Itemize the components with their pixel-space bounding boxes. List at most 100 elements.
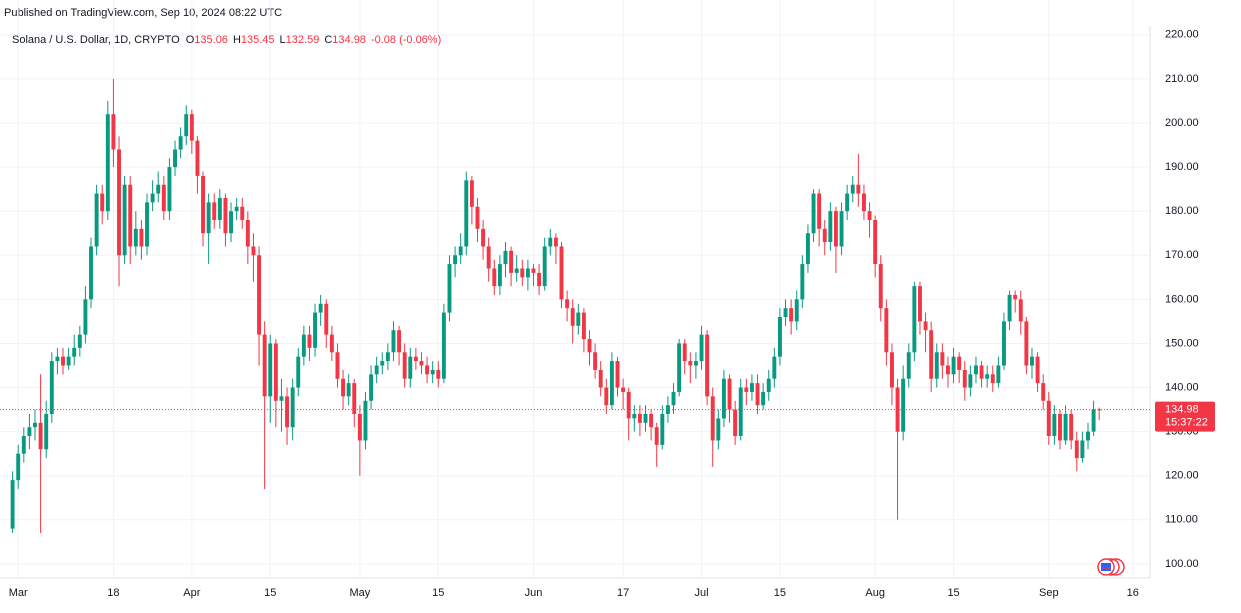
x-tick-label: 15 [947, 587, 959, 599]
candle-body [1074, 440, 1079, 459]
y-tick-label: 170.00 [1165, 249, 1199, 261]
candle-body [665, 405, 670, 414]
candle-body [307, 334, 312, 348]
x-tick-label: May [349, 587, 370, 599]
legend-low: 132.59 [286, 34, 320, 46]
candle-body [693, 361, 698, 366]
candle-body [475, 206, 480, 229]
legend-close: 134.98 [332, 34, 366, 46]
published-note: Published on TradingView.com, Sep 10, 20… [4, 7, 282, 19]
candle-body [217, 197, 222, 221]
candle-body [1041, 383, 1046, 401]
y-tick-label: 220.00 [1165, 29, 1199, 41]
candle-body [33, 422, 37, 428]
last-price-tag [1155, 401, 1215, 432]
candle-body [1024, 321, 1029, 366]
countdown-label: 15:37:22 [1165, 417, 1208, 429]
legend-high: 135.45 [241, 34, 275, 46]
legend: Solana / U.S. Dollar, 1D, CRYPTO O135.06 H… [12, 34, 441, 46]
candle-body [240, 206, 245, 221]
candle-body [77, 334, 82, 348]
candle-body [245, 220, 250, 247]
candle-body [615, 361, 620, 388]
x-tick-label: Jul [694, 587, 708, 599]
candle-body [402, 352, 407, 379]
candle-body [212, 202, 217, 221]
candle-body [105, 114, 110, 212]
candle-body [324, 303, 329, 335]
candle-body [721, 378, 726, 419]
candle-body [357, 413, 362, 441]
candle-body [229, 211, 233, 234]
candle-body [178, 136, 183, 150]
candle-body [481, 228, 486, 247]
candle-body [542, 246, 547, 287]
candle-body [1097, 409, 1102, 411]
candle-body [576, 312, 581, 326]
candle-body [44, 413, 49, 450]
candle-body [520, 268, 525, 278]
candle-body [1063, 413, 1068, 441]
candle-body [705, 334, 710, 397]
candle-body [189, 114, 194, 141]
candle-body [296, 356, 301, 388]
candle-body [906, 352, 911, 379]
candle-body [514, 268, 519, 273]
candle-body [817, 193, 822, 229]
x-tick-label: 15 [774, 587, 786, 599]
y-tick-label: 210.00 [1165, 73, 1199, 85]
candle-body [990, 374, 995, 384]
candle-body [55, 356, 60, 362]
candle-body [268, 343, 273, 397]
candle-body [234, 206, 239, 212]
candle-body [839, 211, 844, 247]
candle-body [497, 264, 502, 287]
y-tick-label: 180.00 [1165, 205, 1199, 217]
candle-body [587, 339, 592, 353]
candle-body [772, 356, 777, 379]
candle-body [313, 312, 318, 348]
candle-body [72, 347, 77, 357]
candle-body [873, 220, 878, 265]
candle-body [654, 427, 659, 445]
y-tick-label: 140.00 [1165, 381, 1199, 393]
x-tick-label: 15 [432, 587, 444, 599]
candle-body [671, 391, 676, 406]
candle-body [761, 391, 766, 406]
candle-body [710, 396, 715, 441]
candle-body [385, 352, 390, 362]
candle-body [531, 268, 536, 273]
candle-body [469, 180, 474, 207]
candle-body [285, 396, 290, 428]
candle-body [301, 334, 306, 357]
x-tick-label: Aug [865, 587, 885, 599]
candle-body [374, 365, 379, 375]
candle-body [16, 453, 21, 481]
axes: 100.00110.00120.00130.00140.00150.00160.… [0, 29, 1215, 599]
candle-body [27, 427, 32, 437]
candle-body [279, 396, 284, 401]
candle-body [273, 343, 278, 401]
candle-body [800, 264, 805, 300]
candle-body [699, 334, 704, 362]
legend-title: Solana / U.S. Dollar, 1D, CRYPTO [12, 34, 180, 46]
candle-body [173, 149, 177, 168]
candle-body [996, 365, 1001, 384]
candle-body [318, 303, 323, 313]
candle-body [83, 299, 88, 335]
candle-body [918, 286, 922, 322]
candle-body [251, 246, 256, 256]
candle-body [49, 361, 54, 414]
candle-body [901, 378, 906, 432]
legend-open: 135.06 [194, 34, 228, 46]
candle-body [934, 352, 939, 379]
candle-body [206, 202, 211, 234]
candle-body [884, 308, 889, 353]
y-tick-label: 200.00 [1165, 117, 1199, 129]
candle-body [369, 374, 374, 401]
candle-body [1069, 413, 1074, 441]
candle-body [777, 316, 782, 357]
candle-body [21, 436, 26, 454]
